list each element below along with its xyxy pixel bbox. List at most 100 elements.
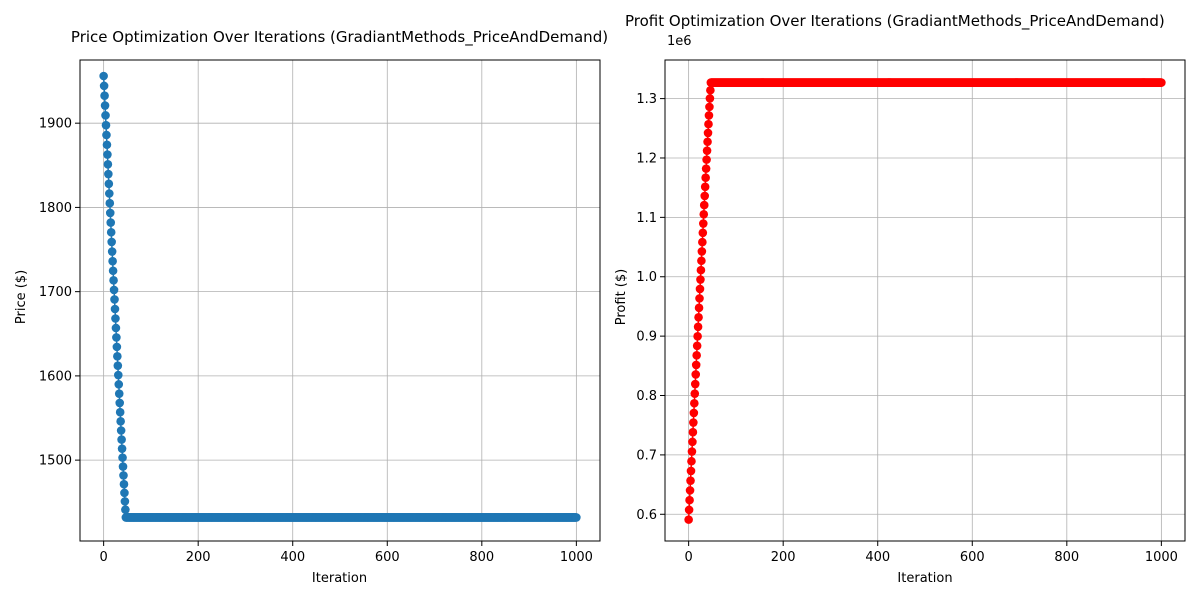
price-data-point	[113, 370, 123, 380]
profit-data-point	[684, 515, 693, 524]
price-data-point	[117, 435, 126, 444]
profit-data-point	[700, 191, 710, 201]
profit-data-point	[697, 247, 707, 256]
price-data-point	[110, 304, 120, 314]
profit-data-point	[698, 237, 707, 247]
profit-chart-title: Profit Optimization Over Iterations (Gra…	[625, 12, 1165, 31]
profit-data-point	[700, 182, 710, 192]
price-data-point	[105, 208, 115, 218]
price-axes-frame	[79, 59, 601, 542]
price-data-point	[120, 488, 129, 498]
profit-data-point	[690, 389, 700, 398]
price-x-tick-label: 800	[469, 550, 494, 565]
profit-y-tick-label: 1.1	[636, 211, 657, 226]
profit-x-tick-label: 200	[771, 550, 796, 565]
price-data-point	[102, 140, 112, 150]
profit-data-point	[693, 322, 703, 332]
profit-y-tick-label: 0.7	[636, 448, 657, 463]
profit-data-point	[704, 119, 713, 129]
price-data-point	[115, 407, 125, 417]
price-x-axis-label: Iteration	[312, 571, 367, 586]
price-y-tick-label: 1900	[39, 117, 72, 132]
price-x-tick-label: 0	[99, 550, 107, 565]
profit-data-point	[693, 331, 702, 341]
profit-data-point	[698, 228, 708, 238]
profit-data-point	[696, 265, 706, 275]
profit-data-point	[703, 128, 713, 138]
price-data-point	[121, 505, 130, 514]
profit-x-tick-label: 1000	[1145, 550, 1178, 565]
price-data-point	[111, 323, 121, 333]
price-data-point	[103, 160, 113, 169]
profit-chart: Profit Optimization Over Iterations (Gra…	[614, 12, 1186, 586]
price-data-point	[113, 361, 123, 370]
price-data-point	[112, 333, 121, 342]
profit-data-point	[689, 418, 698, 427]
profit-data-point	[694, 312, 703, 322]
profit-data-point	[690, 398, 699, 408]
price-data-point	[105, 189, 114, 198]
price-data-point	[119, 471, 128, 480]
price-data-point	[111, 314, 120, 323]
price-series-line	[102, 75, 577, 519]
price-data-point	[110, 295, 119, 304]
price-x-tick-label: 400	[280, 550, 305, 565]
profit-y-tick-label: 0.6	[636, 508, 657, 523]
price-data-point	[108, 266, 118, 276]
profit-x-tick-label: 0	[684, 550, 692, 565]
price-data-point	[117, 444, 127, 453]
profit-data-point	[699, 210, 709, 219]
profit-y-tick-label: 0.9	[636, 330, 657, 345]
profit-data-point	[691, 370, 701, 379]
price-y-tick-label: 1800	[39, 201, 72, 216]
profit-data-point	[699, 200, 709, 210]
profit-data-point	[687, 447, 697, 456]
price-data-point	[115, 398, 125, 408]
price-data-point	[99, 71, 108, 81]
price-data-point	[106, 218, 116, 227]
price-chart-title: Price Optimization Over Iterations (Grad…	[71, 28, 608, 47]
price-x-tick-label: 200	[186, 550, 211, 565]
price-data-point	[119, 479, 129, 489]
profit-data-point	[703, 137, 712, 147]
price-data-point	[112, 342, 122, 352]
profit-y-offset-label: 1e6	[667, 34, 692, 49]
price-data-point	[105, 198, 115, 208]
profit-x-tick-label: 800	[1054, 550, 1079, 565]
price-chart: Price Optimization Over Iterations (Grad…	[14, 28, 608, 586]
profit-data-point	[692, 341, 702, 351]
profit-data-point	[686, 476, 695, 485]
price-data-point	[108, 256, 117, 266]
profit-axes-frame	[664, 59, 1186, 542]
price-data-point	[99, 81, 109, 91]
price-data-point	[107, 237, 116, 247]
price-x-tick-label: 1000	[560, 550, 593, 565]
profit-data-point	[685, 495, 694, 505]
profit-y-tick-label: 1.2	[636, 151, 657, 166]
profit-data-point	[684, 505, 694, 515]
profit-data-point	[691, 360, 701, 370]
price-data-point	[118, 462, 128, 471]
price-data-point	[114, 380, 124, 389]
price-data-point	[106, 227, 116, 237]
price-data-point	[101, 120, 111, 130]
profit-y-tick-label: 1.3	[636, 92, 657, 107]
profit-x-axis-label: Iteration	[897, 571, 952, 586]
profit-data-point	[701, 164, 711, 173]
profit-y-tick-label: 1.0	[636, 270, 657, 285]
price-data-point	[116, 417, 125, 426]
price-data-point	[120, 497, 130, 506]
profit-data-point	[697, 256, 706, 266]
profit-data-point	[696, 275, 705, 284]
profit-x-tick-label: 400	[865, 550, 890, 565]
price-data-point	[104, 169, 113, 179]
profit-data-point	[701, 173, 710, 182]
price-x-tick-label: 600	[375, 550, 400, 565]
profit-data-point	[694, 303, 704, 313]
price-data-point	[113, 351, 122, 361]
price-data-point	[116, 426, 126, 435]
price-data-point	[114, 389, 124, 398]
price-data-point	[107, 247, 117, 256]
price-data-point	[100, 91, 109, 101]
